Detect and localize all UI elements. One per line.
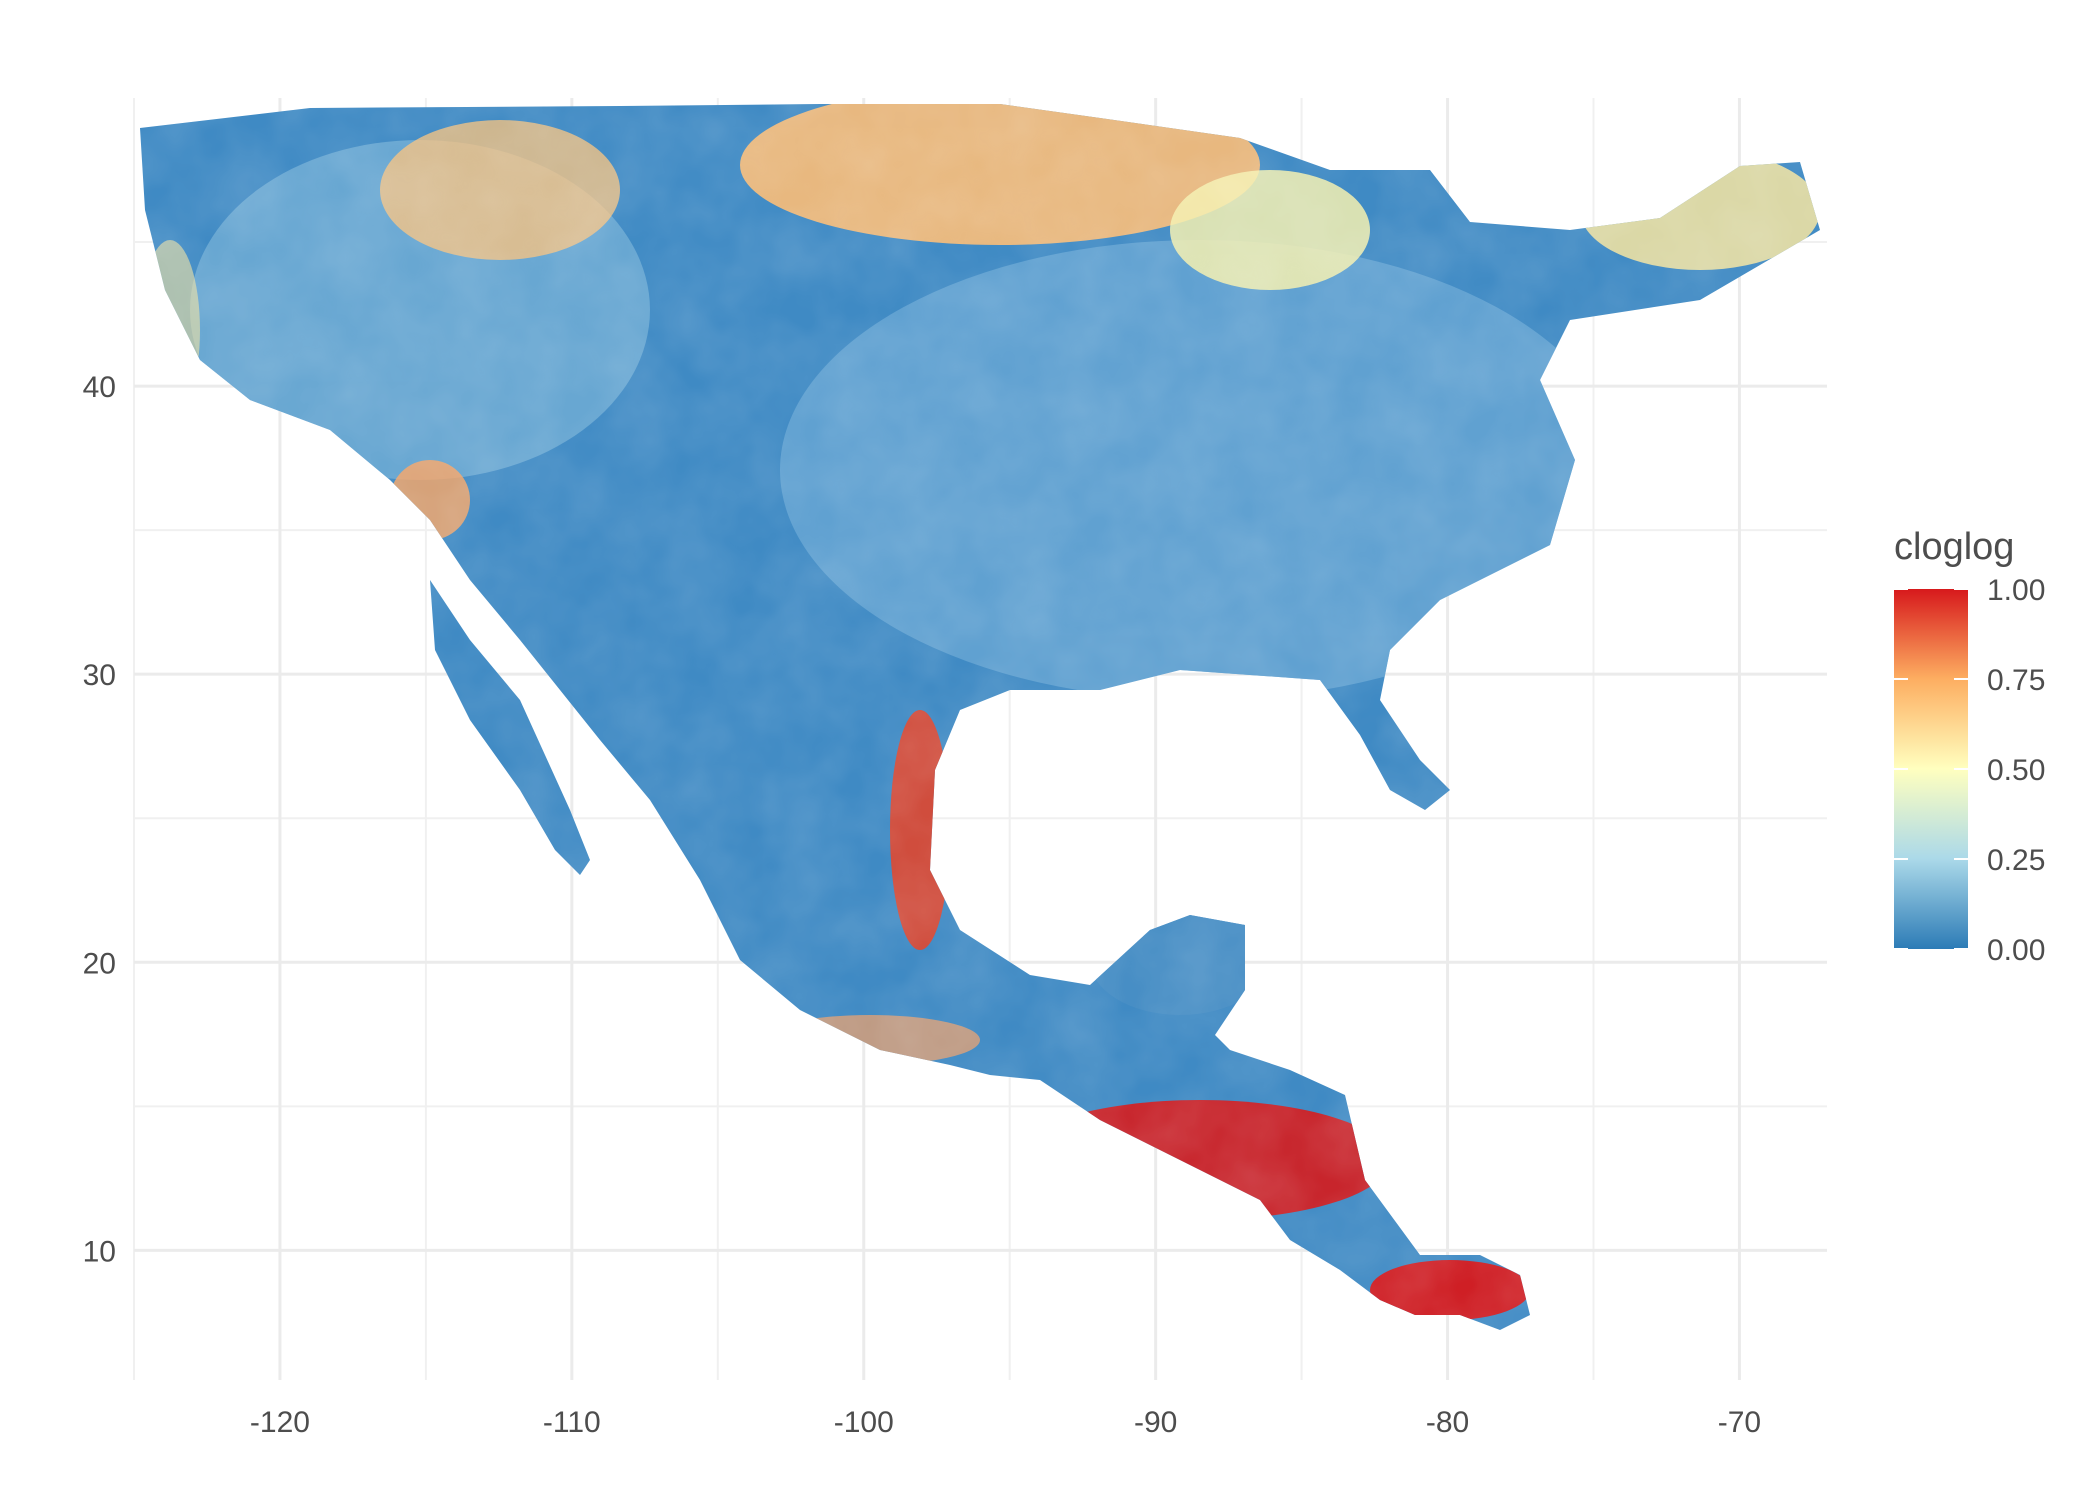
- x-tick-label: -110: [543, 1406, 601, 1439]
- x-tick-label: -120: [250, 1406, 310, 1439]
- y-tick-label: 20: [83, 947, 116, 980]
- legend-label: 0.50: [1987, 754, 2045, 787]
- y-tick-label: 30: [83, 659, 116, 692]
- x-tick-label: -90: [1134, 1406, 1177, 1439]
- legend-label: 0.75: [1987, 664, 2045, 697]
- legend-title: cloglog: [1894, 526, 2014, 568]
- legend-label: 1.00: [1987, 574, 2045, 607]
- x-tick-label: -80: [1426, 1406, 1469, 1439]
- x-axis: -120 -110 -100 -90 -80 -70: [250, 1406, 1761, 1439]
- x-tick-label: -100: [834, 1406, 894, 1439]
- y-tick-label: 40: [83, 371, 116, 404]
- y-tick-label: 10: [83, 1235, 116, 1268]
- x-tick-label: -70: [1718, 1406, 1761, 1439]
- legend-label: 0.00: [1987, 934, 2045, 967]
- legend: cloglog 0.00 0.25 0.50 0.75 1.00: [1894, 526, 2045, 967]
- y-axis: 10 20 30 40: [83, 371, 116, 1268]
- legend-label: 0.25: [1987, 844, 2045, 877]
- legend-ticks: 0.00 0.25 0.50 0.75 1.00: [1894, 574, 2045, 967]
